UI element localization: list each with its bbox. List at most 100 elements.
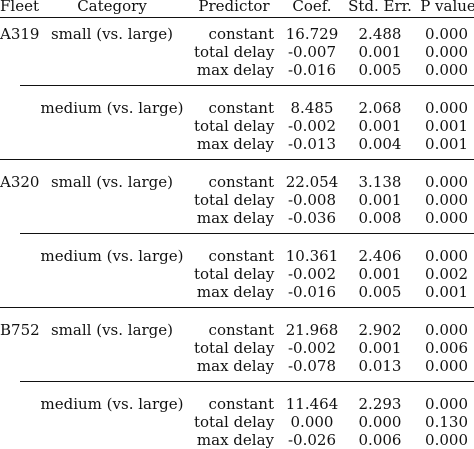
predictor-cell: total delay — [194, 413, 275, 431]
coef-cell: -0.002 — [287, 339, 336, 357]
predictor-cell: total delay — [194, 339, 275, 357]
coef-cell: -0.026 — [287, 431, 336, 449]
std-err-cell: 2.406 — [358, 247, 402, 265]
p-value-cell: 0.000 — [425, 173, 468, 191]
p-value-cell: 0.000 — [425, 247, 468, 265]
table-header-row: Fleet Category Predictor Coef. Std. Err.… — [0, 0, 474, 15]
coef-cell: 11.464 — [285, 395, 339, 413]
std-err-cell: 2.902 — [358, 321, 402, 339]
std-err-cell: 3.138 — [358, 173, 402, 191]
p-value-cell: 0.002 — [425, 265, 468, 283]
std-err-cell: 0.006 — [358, 431, 402, 449]
fleet-label: A319 — [0, 25, 40, 43]
table-row: total delay 0.000 0.000 0.130 — [0, 413, 474, 431]
category-label: medium (vs. large) — [40, 247, 184, 265]
predictor-cell: total delay — [194, 191, 275, 209]
std-err-cell: 2.293 — [358, 395, 402, 413]
category-label: small (vs. large) — [50, 25, 174, 43]
coef-cell: -0.036 — [287, 209, 336, 227]
coef-cell: -0.013 — [287, 135, 336, 153]
fleet-divider — [0, 159, 474, 160]
coef-cell: -0.016 — [287, 283, 336, 301]
header-p-value: P value — [420, 0, 474, 15]
predictor-cell: constant — [208, 25, 274, 43]
coef-cell: 21.968 — [285, 321, 339, 339]
coef-cell: -0.016 — [287, 61, 336, 79]
category-label: medium (vs. large) — [40, 395, 184, 413]
coef-cell: -0.002 — [287, 265, 336, 283]
coef-cell: -0.007 — [287, 43, 336, 61]
table-row: total delay -0.008 0.001 0.000 — [0, 191, 474, 209]
predictor-cell: max delay — [196, 283, 274, 301]
header-predictor: Predictor — [198, 0, 270, 15]
table-row: max delay -0.016 0.005 0.000 — [0, 61, 474, 79]
predictor-cell: max delay — [196, 209, 274, 227]
std-err-cell: 0.004 — [358, 135, 402, 153]
predictor-cell: max delay — [196, 431, 274, 449]
std-err-cell: 0.001 — [358, 117, 402, 135]
fleet-label: B752 — [0, 321, 40, 339]
table-row: max delay -0.013 0.004 0.001 — [0, 135, 474, 153]
std-err-cell: 0.008 — [358, 209, 402, 227]
std-err-cell: 0.000 — [358, 413, 402, 431]
p-value-cell: 0.000 — [425, 99, 468, 117]
table-row: A319 small (vs. large) constant 16.729 2.488… — [0, 25, 474, 43]
group-divider — [20, 85, 474, 86]
coef-cell: 8.485 — [290, 99, 334, 117]
predictor-cell: total delay — [194, 117, 275, 135]
table-row: medium (vs. large) constant 8.485 2.068 0.00… — [0, 99, 474, 117]
table-row: B752 small (vs. large) constant 21.968 2.902… — [0, 321, 474, 339]
category-label: medium (vs. large) — [40, 99, 184, 117]
p-value-cell: 0.130 — [425, 413, 468, 431]
predictor-cell: constant — [208, 247, 274, 265]
predictor-cell: max delay — [196, 135, 274, 153]
p-value-cell: 0.000 — [425, 431, 468, 449]
table-row: medium (vs. large) constant 10.361 2.406 0.0… — [0, 247, 474, 265]
predictor-cell: total delay — [194, 43, 275, 61]
std-err-cell: 0.005 — [358, 61, 402, 79]
std-err-cell: 0.001 — [358, 265, 402, 283]
table-row: A320 small (vs. large) constant 22.054 3.138… — [0, 173, 474, 191]
predictor-cell: constant — [208, 395, 274, 413]
header-coef: Coef. — [292, 0, 332, 15]
category-label: small (vs. large) — [50, 321, 174, 339]
table-row: total delay -0.002 0.001 0.001 — [0, 117, 474, 135]
std-err-cell: 2.488 — [358, 25, 402, 43]
group-divider — [20, 233, 474, 234]
p-value-cell: 0.000 — [425, 357, 468, 375]
std-err-cell: 0.005 — [358, 283, 402, 301]
table-row: max delay -0.036 0.008 0.000 — [0, 209, 474, 227]
header-category: Category — [77, 0, 147, 15]
table-row: total delay -0.002 0.001 0.006 — [0, 339, 474, 357]
predictor-cell: max delay — [196, 61, 274, 79]
predictor-cell: max delay — [196, 357, 274, 375]
fleet-divider — [0, 307, 474, 308]
p-value-cell: 0.001 — [425, 135, 468, 153]
table-row: total delay -0.007 0.001 0.000 — [0, 43, 474, 61]
coef-cell: -0.002 — [287, 117, 336, 135]
category-label: small (vs. large) — [50, 173, 174, 191]
coef-cell: 16.729 — [285, 25, 339, 43]
predictor-cell: constant — [208, 99, 274, 117]
p-value-cell: 0.000 — [425, 191, 468, 209]
table-row: total delay -0.002 0.001 0.002 — [0, 265, 474, 283]
fleet-label: A320 — [0, 173, 40, 191]
coef-cell: -0.008 — [287, 191, 336, 209]
coef-cell: 22.054 — [285, 173, 339, 191]
predictor-cell: total delay — [194, 265, 275, 283]
p-value-cell: 0.001 — [425, 283, 468, 301]
group-divider — [20, 381, 474, 382]
predictor-cell: constant — [208, 321, 274, 339]
p-value-cell: 0.000 — [425, 61, 468, 79]
predictor-cell: constant — [208, 173, 274, 191]
p-value-cell: 0.006 — [425, 339, 468, 357]
coef-cell: 0.000 — [290, 413, 334, 431]
coef-cell: 10.361 — [285, 247, 339, 265]
coef-cell: -0.078 — [287, 357, 336, 375]
p-value-cell: 0.000 — [425, 209, 468, 227]
p-value-cell: 0.000 — [425, 43, 468, 61]
p-value-cell: 0.000 — [425, 321, 468, 339]
std-err-cell: 0.001 — [358, 191, 402, 209]
p-value-cell: 0.001 — [425, 117, 468, 135]
table-row: medium (vs. large) constant 11.464 2.293 0.0… — [0, 395, 474, 413]
